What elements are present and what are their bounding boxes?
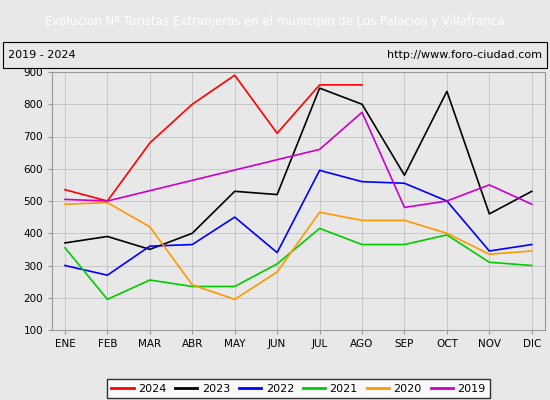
Bar — [3, 42, 547, 68]
Text: 2019 - 2024: 2019 - 2024 — [8, 50, 76, 60]
Legend: 2024, 2023, 2022, 2021, 2020, 2019: 2024, 2023, 2022, 2021, 2020, 2019 — [107, 379, 490, 398]
Text: Evolucion Nº Turistas Extranjeros en el municipio de Los Palacios y Villafranca: Evolucion Nº Turistas Extranjeros en el … — [45, 14, 505, 28]
Text: http://www.foro-ciudad.com: http://www.foro-ciudad.com — [387, 50, 542, 60]
